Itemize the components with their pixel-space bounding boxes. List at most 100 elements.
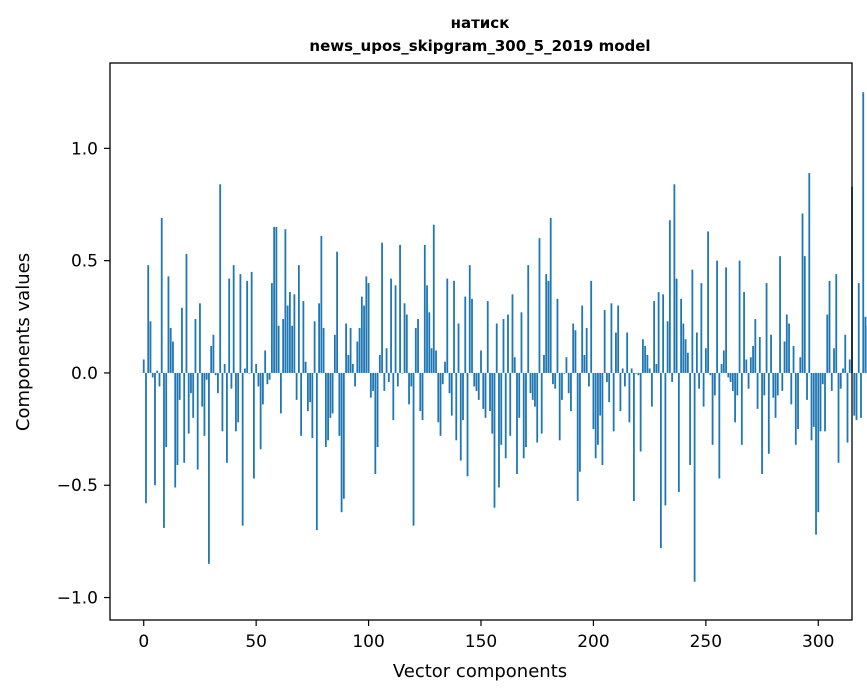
bar-component-82 <box>327 372 329 441</box>
x-tick-label-300: 300 <box>802 632 834 652</box>
bar-component-199 <box>590 280 593 373</box>
bar-component-135 <box>446 278 449 373</box>
bar-component-94 <box>354 372 356 387</box>
bar-component-110 <box>390 278 392 373</box>
bar-component-271 <box>752 345 754 373</box>
bar-component-74 <box>309 372 312 403</box>
bar-component-301 <box>819 372 822 432</box>
bar-component-175 <box>536 372 539 443</box>
bar-component-201 <box>594 372 597 459</box>
bar-component-219 <box>635 372 638 374</box>
bar-component-95 <box>356 341 359 373</box>
bar-component-83 <box>329 372 332 418</box>
bar-component-187 <box>563 372 566 374</box>
bar-component-148 <box>475 372 478 391</box>
bar-component-210 <box>615 332 617 373</box>
bar-component-300 <box>817 372 820 513</box>
bar-component-202 <box>597 372 599 445</box>
bar-component-43 <box>239 274 242 373</box>
bar-component-104 <box>376 372 379 448</box>
bar-component-173 <box>531 372 534 400</box>
bar-component-313 <box>846 372 849 443</box>
bar-component-115 <box>401 372 404 374</box>
bar-component-190 <box>570 372 572 412</box>
bar-component-215 <box>626 332 629 373</box>
bar-component-264 <box>736 372 739 396</box>
bar-component-299 <box>815 372 817 535</box>
bar-component-168 <box>520 312 523 373</box>
bar-component-116 <box>403 303 406 373</box>
bar-component-258 <box>722 350 725 373</box>
bar-component-52 <box>259 372 262 450</box>
bar-component-280 <box>772 372 775 398</box>
bar-component-30 <box>210 345 213 373</box>
bar-component-195 <box>581 305 584 373</box>
bar-component-164 <box>511 294 514 373</box>
bar-component-314 <box>848 359 851 373</box>
bar-component-260 <box>727 372 730 378</box>
bar-component-28 <box>205 372 208 380</box>
bar-component-222 <box>641 339 644 373</box>
bar-component-205 <box>603 310 606 373</box>
bars-group <box>142 92 867 582</box>
bar-component-253 <box>711 372 714 445</box>
bar-component-277 <box>765 283 768 373</box>
bar-component-244 <box>691 269 694 373</box>
bar-component-144 <box>466 372 469 477</box>
bar-component-78 <box>318 303 321 373</box>
bar-component-133 <box>441 372 444 385</box>
bar-component-296 <box>808 173 811 373</box>
bar-component-117 <box>405 314 408 373</box>
bar-component-163 <box>509 372 512 436</box>
bar-component-240 <box>682 323 685 373</box>
bar-component-7 <box>158 372 161 387</box>
bar-component-281 <box>774 372 777 418</box>
y-tick-label-4: 1.0 <box>71 139 98 159</box>
bar-component-86 <box>336 251 338 373</box>
bar-component-41 <box>235 372 237 432</box>
bar-component-124 <box>421 372 424 421</box>
y-tick-label-2: 0.0 <box>71 364 98 384</box>
bar-component-20 <box>187 372 190 434</box>
bar-component-157 <box>495 323 498 373</box>
bar-component-16 <box>178 372 181 400</box>
bar-component-169 <box>522 372 525 459</box>
bar-component-122 <box>417 319 419 373</box>
bar-component-45 <box>244 368 246 373</box>
bar-component-2 <box>147 265 150 373</box>
bar-component-180 <box>547 280 550 373</box>
bar-component-266 <box>740 372 743 445</box>
bar-component-56 <box>268 372 271 380</box>
bar-component-285 <box>783 341 786 373</box>
bar-component-4 <box>151 372 154 378</box>
y-tick-label-3: 0.5 <box>71 252 98 272</box>
y-tick-label-0: −1.0 <box>57 589 98 609</box>
bar-component-51 <box>257 372 260 387</box>
bar-component-167 <box>518 372 521 418</box>
bar-component-193 <box>576 372 579 501</box>
bar-component-297 <box>810 372 813 441</box>
bar-component-113 <box>396 372 399 387</box>
bar-component-211 <box>617 305 620 373</box>
bar-component-214 <box>624 372 626 387</box>
bar-component-75 <box>311 372 314 439</box>
bar-component-309 <box>837 372 840 463</box>
bar-component-276 <box>763 372 766 396</box>
bar-component-32 <box>214 372 217 376</box>
bar-component-49 <box>253 372 255 479</box>
bar-component-147 <box>473 372 476 387</box>
bar-component-21 <box>190 372 192 394</box>
bar-component-261 <box>729 372 732 382</box>
bar-component-241 <box>684 339 687 373</box>
bar-component-18 <box>183 372 186 463</box>
bar-component-318 <box>857 283 860 373</box>
bar-component-269 <box>747 372 750 389</box>
bar-component-245 <box>693 372 696 582</box>
bar-component-109 <box>387 372 390 382</box>
bar-component-288 <box>790 372 793 405</box>
bar-component-125 <box>423 244 426 373</box>
bar-component-91 <box>347 354 350 373</box>
bar-component-103 <box>374 372 377 475</box>
bar-component-286 <box>785 314 788 373</box>
bar-component-127 <box>428 312 431 373</box>
